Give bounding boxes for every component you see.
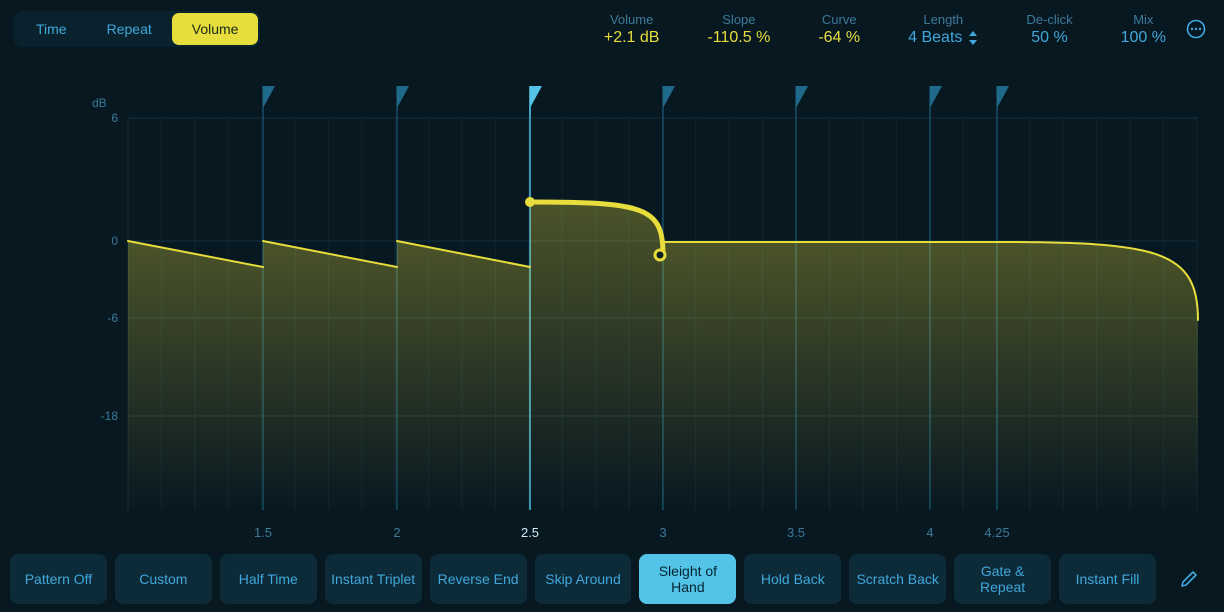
preset-pattern-off[interactable]: Pattern Off	[10, 554, 107, 604]
parameter-readouts: Volume +2.1 dB Slope -110.5 % Curve -64 …	[260, 12, 1178, 47]
tab-time[interactable]: Time	[16, 13, 87, 45]
param-curve[interactable]: Curve -64 %	[818, 12, 860, 47]
param-mix-value: 100 %	[1121, 29, 1166, 47]
mode-tabs: Time Repeat Volume	[14, 11, 260, 47]
preset-bar: Pattern Off Custom Half Time Instant Tri…	[0, 546, 1224, 612]
preset-reverse-end[interactable]: Reverse End	[430, 554, 527, 604]
param-curve-value: -64 %	[818, 29, 860, 47]
tab-volume[interactable]: Volume	[172, 13, 259, 45]
param-curve-label: Curve	[818, 12, 860, 27]
param-slope[interactable]: Slope -110.5 %	[707, 12, 770, 47]
edit-preset-button[interactable]	[1164, 554, 1214, 604]
x-tick-label: 4	[926, 525, 933, 540]
preset-custom[interactable]: Custom	[115, 554, 212, 604]
param-mix[interactable]: Mix 100 %	[1121, 12, 1166, 47]
preset-instant-fill[interactable]: Instant Fill	[1059, 554, 1156, 604]
y-tick-label: 0	[78, 234, 118, 248]
param-length[interactable]: Length 4 Beats	[908, 12, 978, 47]
preset-sleight-of-hand[interactable]: Sleight of Hand	[639, 554, 736, 604]
y-tick-label: -6	[78, 311, 118, 325]
preset-hold-back[interactable]: Hold Back	[744, 554, 841, 604]
stepper-icon[interactable]	[968, 31, 978, 45]
tab-repeat[interactable]: Repeat	[87, 13, 172, 45]
preset-gate-repeat[interactable]: Gate & Repeat	[954, 554, 1051, 604]
param-length-value: 4 Beats	[908, 29, 962, 47]
preset-half-time[interactable]: Half Time	[220, 554, 317, 604]
x-tick-label: 4.25	[984, 525, 1009, 540]
y-tick-label: 6	[78, 111, 118, 125]
x-tick-label: 2	[393, 525, 400, 540]
top-bar: Time Repeat Volume Volume +2.1 dB Slope …	[0, 0, 1224, 58]
more-menu-button[interactable]	[1182, 15, 1210, 43]
x-tick-label: 3	[659, 525, 666, 540]
x-tick-label: 2.5	[521, 525, 539, 540]
param-volume-label: Volume	[604, 12, 660, 27]
param-slope-label: Slope	[707, 12, 770, 27]
param-declick-label: De-click	[1026, 12, 1072, 27]
pencil-icon	[1178, 568, 1200, 590]
envelope-chart[interactable]: dB 60-6-181.522.533.544.25	[0, 58, 1224, 546]
param-volume[interactable]: Volume +2.1 dB	[604, 12, 660, 47]
preset-scratch-back[interactable]: Scratch Back	[849, 554, 946, 604]
y-tick-label: -18	[78, 409, 118, 423]
preset-instant-triplet[interactable]: Instant Triplet	[325, 554, 422, 604]
param-mix-label: Mix	[1121, 12, 1166, 27]
param-declick-value: 50 %	[1026, 29, 1072, 47]
x-tick-label: 3.5	[787, 525, 805, 540]
param-declick[interactable]: De-click 50 %	[1026, 12, 1072, 47]
param-volume-value: +2.1 dB	[604, 29, 660, 47]
preset-skip-around[interactable]: Skip Around	[535, 554, 632, 604]
x-tick-label: 1.5	[254, 525, 272, 540]
param-length-label: Length	[908, 12, 978, 27]
param-slope-value: -110.5 %	[707, 29, 770, 47]
